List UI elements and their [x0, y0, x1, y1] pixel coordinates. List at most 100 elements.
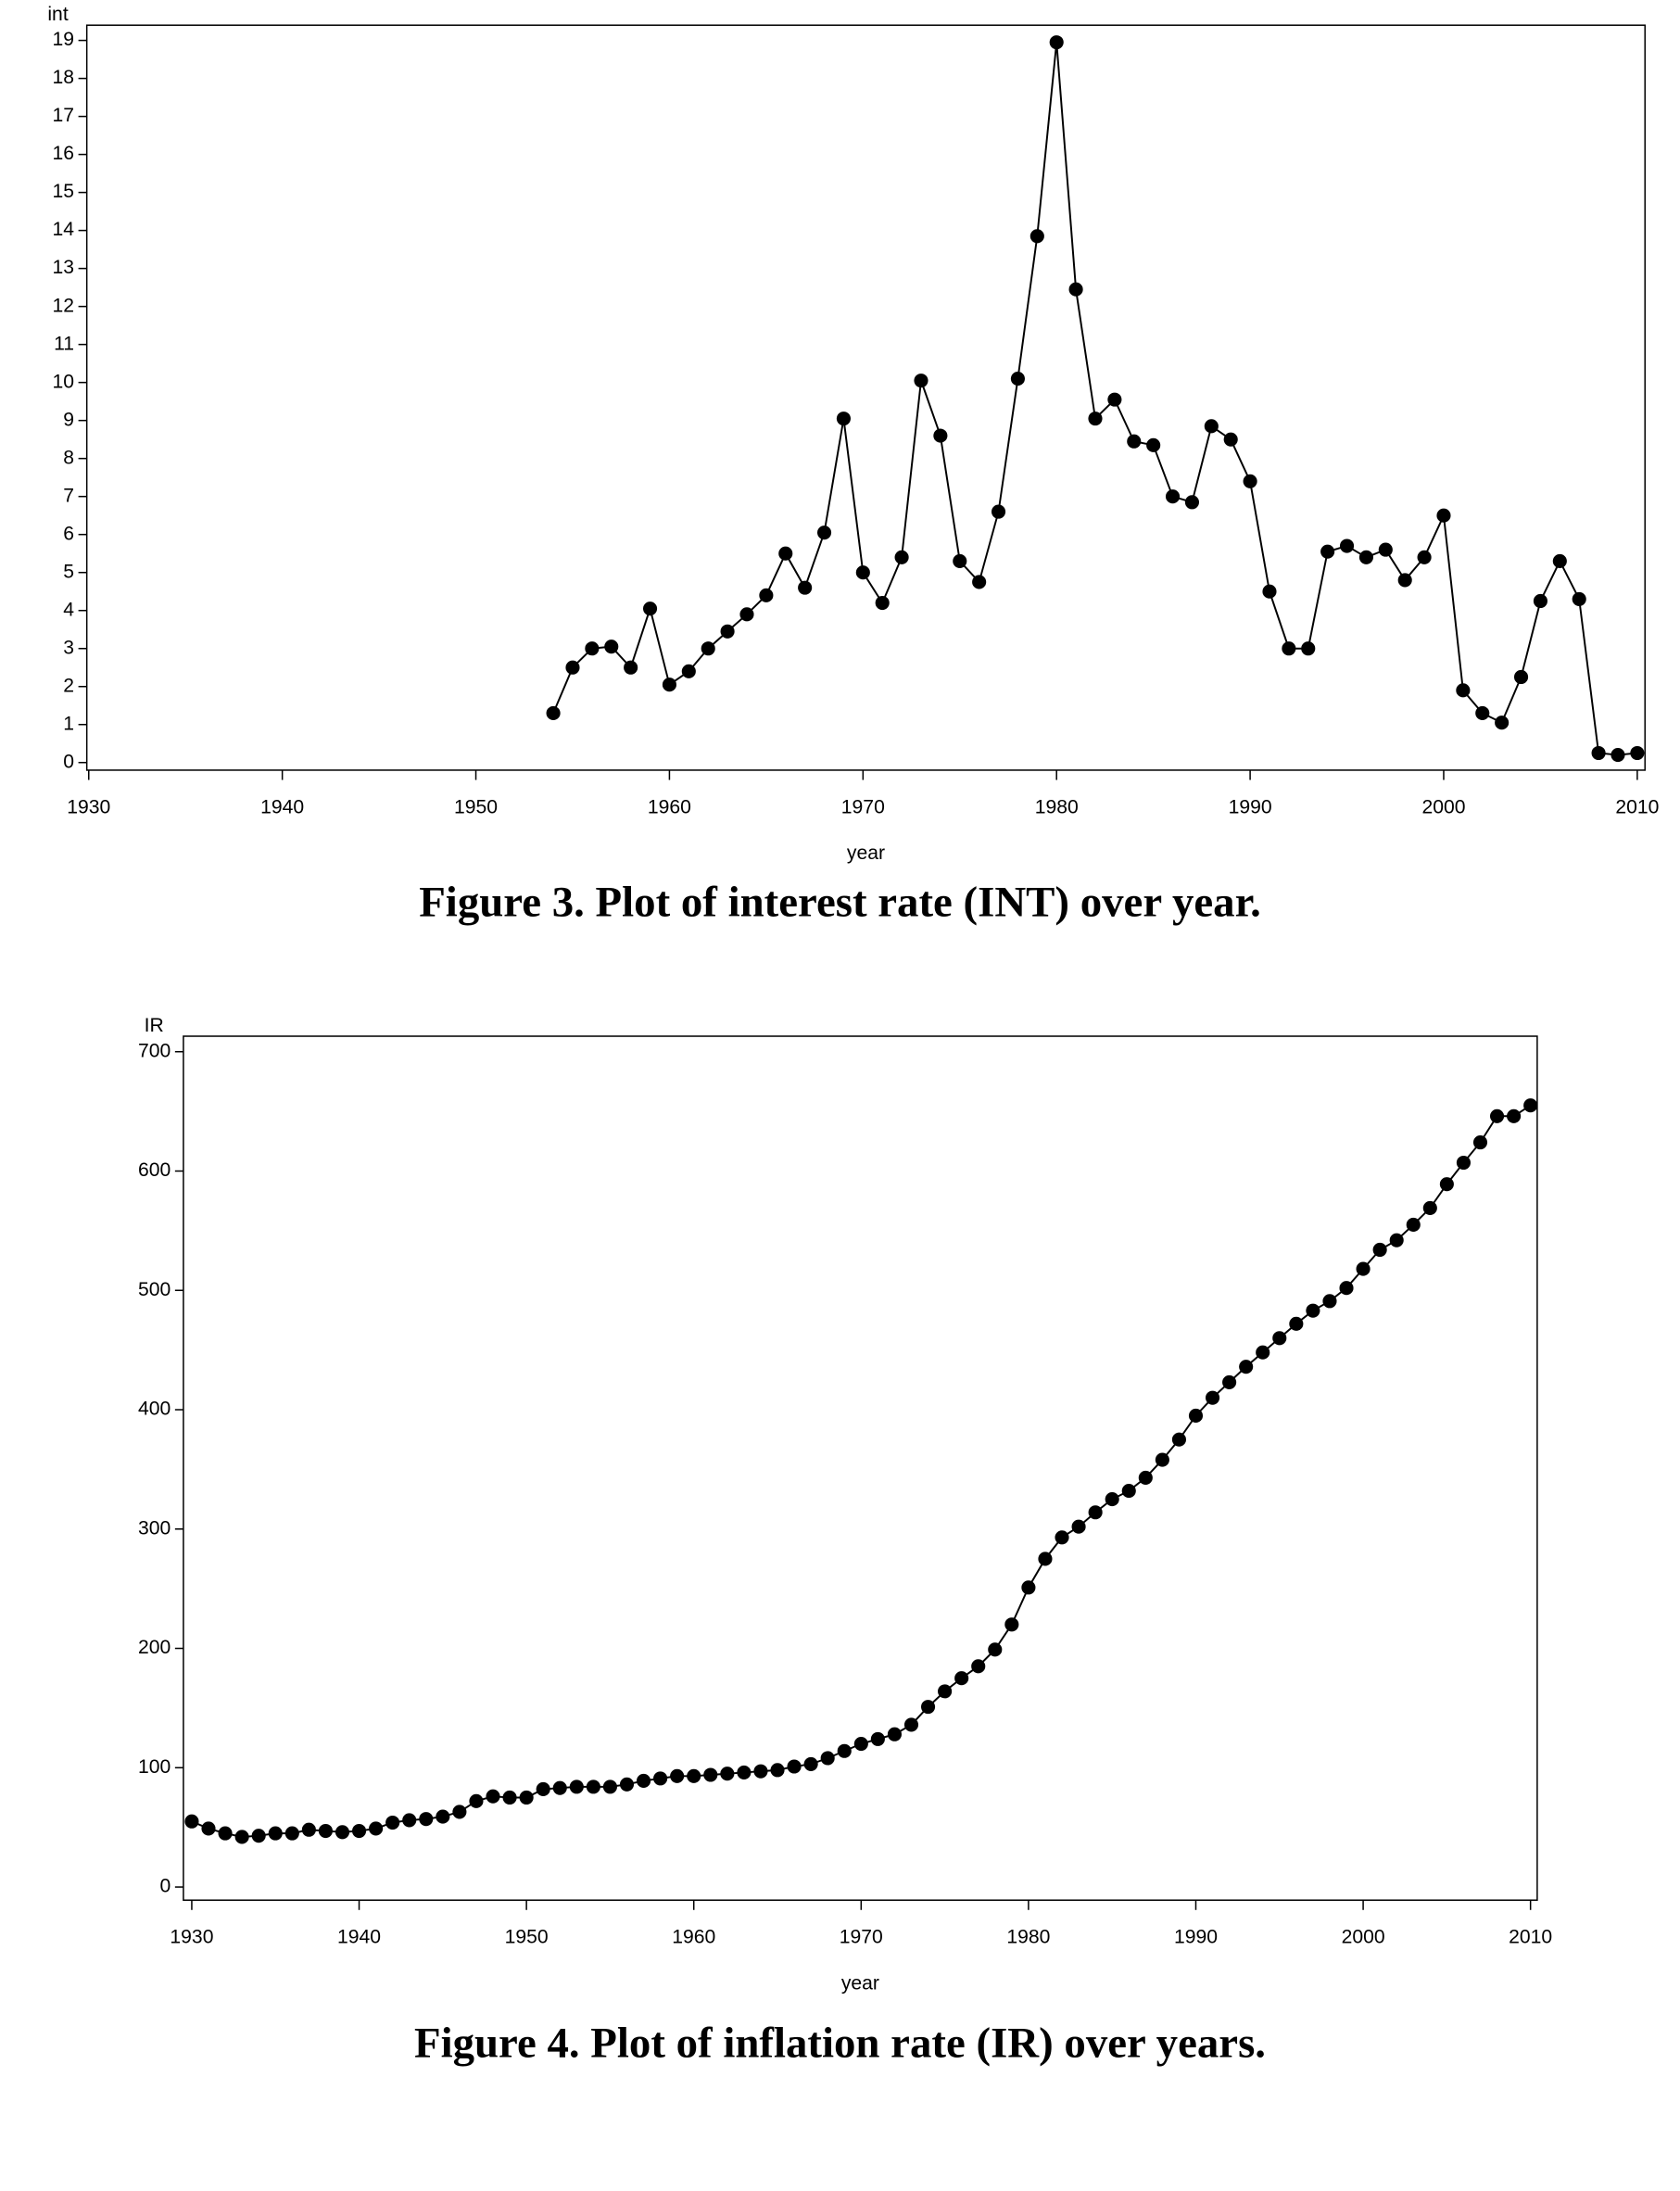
- y-tick-label: 16: [53, 143, 75, 164]
- caption: Figure 4. Plot of inflation rate (IR) ov…: [414, 2020, 1266, 2068]
- point: [1572, 591, 1586, 606]
- point: [1301, 641, 1316, 656]
- point: [875, 595, 890, 611]
- point: [419, 1812, 434, 1827]
- x-axis-label: year: [847, 842, 885, 864]
- point: [887, 1727, 902, 1741]
- point: [251, 1829, 266, 1843]
- point: [1272, 1331, 1287, 1346]
- point: [1472, 1135, 1488, 1150]
- point: [1038, 1551, 1053, 1566]
- point: [1533, 593, 1547, 609]
- point: [1127, 434, 1142, 449]
- point: [1495, 716, 1509, 730]
- y-tick-label: 600: [138, 1159, 171, 1181]
- point: [565, 660, 580, 675]
- y-tick-label: 200: [138, 1637, 171, 1658]
- y-tick-label: 17: [53, 105, 75, 126]
- point: [1188, 1408, 1204, 1424]
- point: [870, 1731, 885, 1746]
- point: [972, 575, 987, 589]
- point: [737, 1765, 752, 1779]
- y-tick-label: 12: [53, 295, 75, 316]
- point: [1146, 437, 1161, 452]
- y-tick-label: 100: [138, 1756, 171, 1778]
- point: [1071, 1519, 1086, 1534]
- point: [318, 1823, 333, 1839]
- point: [1389, 1233, 1404, 1247]
- point: [770, 1763, 785, 1778]
- point: [1456, 683, 1471, 698]
- point: [335, 1825, 350, 1840]
- point: [798, 580, 813, 595]
- y-tick-label: 0: [63, 751, 74, 772]
- point: [662, 678, 676, 692]
- point: [1372, 1242, 1387, 1258]
- point: [778, 546, 793, 561]
- point: [1439, 1177, 1454, 1192]
- point: [436, 1809, 450, 1824]
- point: [1523, 1098, 1538, 1113]
- x-tick-label: 1970: [841, 796, 885, 817]
- point: [218, 1826, 233, 1841]
- y-tick-label: 7: [63, 485, 74, 506]
- point: [894, 550, 909, 564]
- point: [701, 641, 715, 656]
- y-axis-label: IR: [145, 1015, 164, 1036]
- point: [569, 1779, 584, 1794]
- point: [971, 1659, 986, 1674]
- point: [1155, 1452, 1169, 1467]
- point: [837, 1743, 852, 1758]
- point: [720, 1767, 735, 1781]
- point: [1205, 1390, 1220, 1405]
- y-tick-label: 5: [63, 561, 74, 582]
- point: [938, 1684, 953, 1699]
- y-tick-label: 0: [160, 1876, 171, 1897]
- point: [1591, 745, 1606, 761]
- point: [1171, 1432, 1186, 1447]
- point: [452, 1805, 467, 1819]
- point: [1320, 544, 1335, 559]
- point: [1029, 229, 1044, 244]
- point: [201, 1821, 216, 1836]
- point: [1513, 669, 1529, 685]
- point: [1256, 1345, 1270, 1360]
- x-tick-label: 1980: [1035, 796, 1079, 817]
- point: [1322, 1294, 1337, 1309]
- point: [653, 1771, 668, 1786]
- x-tick-label: 2000: [1342, 1927, 1385, 1948]
- x-tick-label: 1930: [170, 1927, 213, 1948]
- point: [855, 565, 870, 580]
- x-axis-label: year: [841, 1972, 879, 1994]
- y-tick-label: 3: [63, 637, 74, 658]
- point: [1049, 35, 1064, 50]
- point: [234, 1830, 249, 1844]
- x-tick-label: 1950: [454, 796, 498, 817]
- point: [1611, 748, 1625, 763]
- y-tick-label: 300: [138, 1517, 171, 1539]
- point: [486, 1789, 500, 1804]
- point: [816, 526, 832, 540]
- point: [759, 588, 774, 602]
- point: [853, 1736, 868, 1752]
- point: [369, 1821, 384, 1836]
- point: [1223, 432, 1238, 447]
- y-axis-label: int: [47, 4, 68, 25]
- x-tick-label: 1930: [67, 796, 110, 817]
- point: [703, 1767, 718, 1782]
- point: [1165, 489, 1181, 504]
- point: [1339, 1281, 1354, 1296]
- point: [1121, 1484, 1136, 1499]
- point: [1436, 508, 1451, 523]
- plot-frame: [85, 24, 1646, 771]
- point: [624, 660, 638, 675]
- point: [953, 553, 967, 568]
- point: [585, 641, 600, 656]
- caption: Figure 3. Plot of interest rate (INT) ov…: [419, 878, 1261, 926]
- y-tick-label: 18: [53, 67, 75, 88]
- point: [1004, 1617, 1019, 1632]
- point: [1397, 573, 1412, 588]
- point: [546, 705, 561, 720]
- point: [1507, 1108, 1522, 1123]
- point: [184, 1814, 199, 1829]
